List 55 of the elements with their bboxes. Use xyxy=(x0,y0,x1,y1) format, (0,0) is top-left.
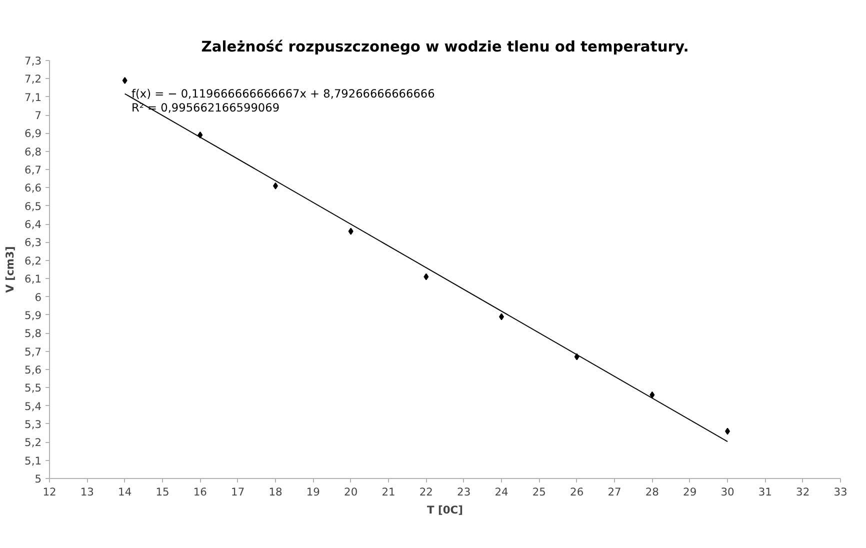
x-tick-label: 24 xyxy=(494,486,508,498)
y-tick-label: 6,4 xyxy=(24,218,42,232)
y-tick-label: 6,2 xyxy=(24,254,42,268)
x-tick-label: 28 xyxy=(645,486,660,498)
x-tick-label: 32 xyxy=(796,486,810,498)
y-tick-label: 7 xyxy=(34,109,42,122)
y-tick-label: 5,4 xyxy=(24,400,42,413)
y-tick-label: 6,5 xyxy=(24,200,42,213)
x-tick-label: 12 xyxy=(42,486,56,498)
point xyxy=(348,228,354,235)
x-tick-label: 27 xyxy=(608,486,622,498)
x-tick-label: 17 xyxy=(231,486,245,498)
x-tick-label: 19 xyxy=(306,486,320,498)
point xyxy=(122,76,128,84)
point xyxy=(424,273,429,280)
y-tick-label: 6,7 xyxy=(24,164,42,177)
x-tick-label: 13 xyxy=(80,486,94,498)
x-tick-label: 16 xyxy=(193,486,208,498)
x-tick-label: 23 xyxy=(457,486,471,498)
x-tick-label: 30 xyxy=(720,486,734,498)
x-tick-label: 22 xyxy=(419,486,433,498)
y-tick-label: 6,6 xyxy=(24,182,42,195)
y-tick-label: 6 xyxy=(34,290,42,304)
x-tick-label: 18 xyxy=(268,486,282,498)
y-tick-label: 5,9 xyxy=(24,308,42,322)
x-tick-label: 29 xyxy=(683,486,697,498)
x-tick-label: 15 xyxy=(156,486,170,498)
y-tick-label: 5,7 xyxy=(24,345,42,358)
y-tick-label: 7,2 xyxy=(24,72,42,86)
y-tick-label: 7,1 xyxy=(24,90,42,104)
x-tick-label: 33 xyxy=(834,486,848,498)
y-tick-label: 5,5 xyxy=(24,382,42,395)
y-tick-label: 6,9 xyxy=(24,127,42,140)
y-tick-label: 5,8 xyxy=(24,327,42,340)
x-tick-label: 25 xyxy=(532,486,546,498)
y-axis-title: V [cm3] xyxy=(4,246,17,293)
x-tick-label: 31 xyxy=(758,486,772,498)
y-tick-label: 5,3 xyxy=(24,418,42,431)
y-tick-label: 6,3 xyxy=(24,236,42,250)
x-axis-title: T [0C] xyxy=(427,504,463,516)
y-tick-label: 5 xyxy=(34,472,42,486)
point xyxy=(198,132,203,139)
x-tick-label: 14 xyxy=(118,486,132,498)
y-tick-label: 5,6 xyxy=(24,363,42,376)
x-tick-label: 20 xyxy=(344,486,358,498)
x-tick-label: 21 xyxy=(382,486,396,498)
y-tick-label: 5,1 xyxy=(24,454,42,468)
y-tick-label: 7,3 xyxy=(24,54,42,68)
y-tick-label: 6,1 xyxy=(24,272,42,286)
y-tick-label: 6,8 xyxy=(24,145,42,158)
x-tick-label: 26 xyxy=(570,486,584,498)
chart-title: Zależność rozpuszczonego w wodzie tlenu od temperatury. xyxy=(201,38,689,56)
y-tick-label: 5,2 xyxy=(24,436,42,450)
point xyxy=(650,391,655,398)
annotation: f(x) = − 0,119666666666667x + 8,79266666666666 xyxy=(132,86,435,100)
